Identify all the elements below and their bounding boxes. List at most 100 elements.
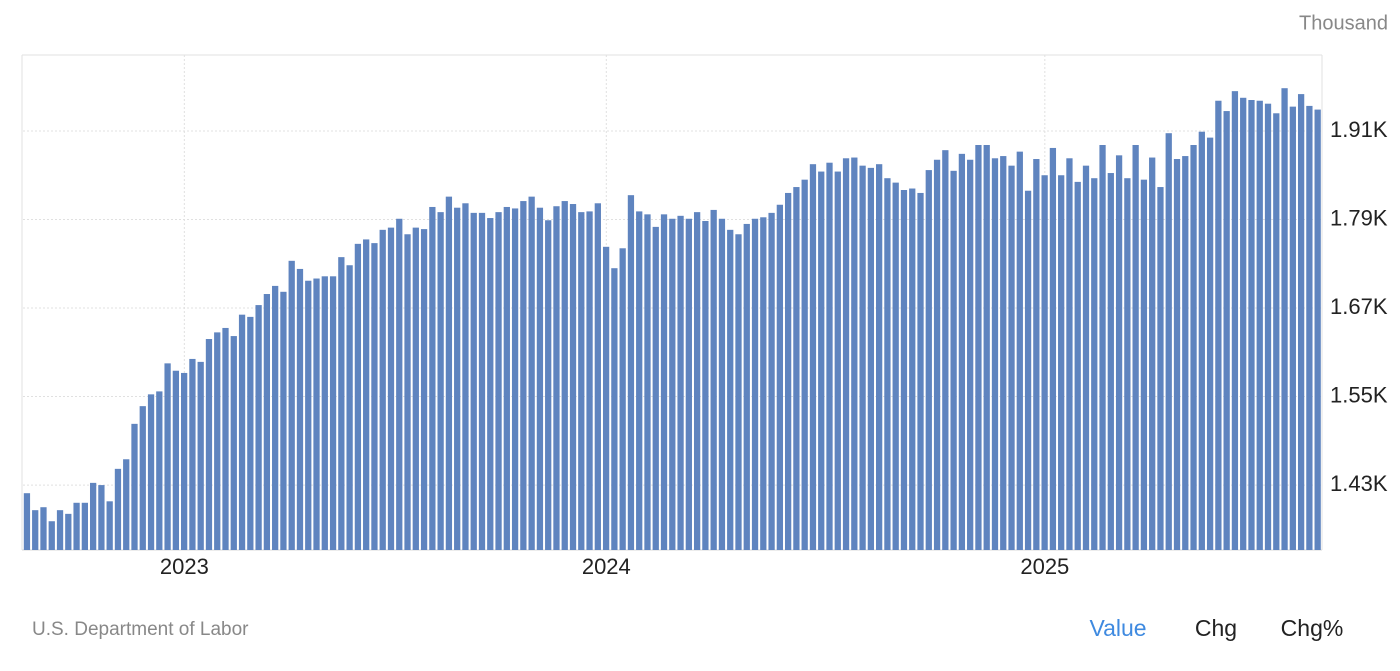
bar: [214, 332, 221, 550]
bar: [983, 145, 990, 550]
bar: [454, 207, 461, 550]
bar: [842, 158, 850, 550]
bar: [429, 206, 436, 550]
bar: [826, 162, 833, 550]
bar: [139, 406, 146, 550]
bar: [1066, 158, 1073, 550]
y-tick-label: 1.79K: [1330, 205, 1388, 230]
bar: [131, 423, 138, 550]
bar: [98, 485, 105, 550]
bar: [1264, 103, 1272, 550]
bar: [660, 214, 668, 550]
bar: [1273, 113, 1280, 550]
bar: [685, 218, 692, 550]
y-tick-label: 1.91K: [1330, 117, 1388, 142]
bar: [917, 192, 924, 551]
bar: [958, 153, 966, 550]
bar: [1314, 109, 1321, 551]
bar: [123, 459, 130, 550]
bar: [354, 243, 362, 550]
bar: [1248, 100, 1255, 550]
bar: [272, 285, 279, 550]
bar: [1115, 155, 1123, 550]
bar: [933, 159, 941, 551]
bar: [1198, 131, 1205, 550]
bar: [1024, 190, 1032, 550]
bar: [892, 182, 899, 550]
bar: [280, 291, 287, 550]
x-tick-label: 2025: [1020, 554, 1069, 579]
tab-value[interactable]: Value: [1089, 615, 1146, 641]
bar: [784, 192, 792, 551]
bar: [1306, 105, 1313, 550]
bar: [65, 513, 72, 550]
bar: [611, 268, 618, 550]
tab-chg[interactable]: Chg: [1195, 615, 1237, 641]
bar: [1182, 156, 1189, 551]
bar: [1124, 178, 1131, 550]
bar: [718, 218, 726, 550]
bar: [147, 394, 155, 550]
bar: [189, 358, 196, 550]
bar: [387, 227, 395, 550]
bar: [412, 227, 419, 550]
bar: [768, 212, 775, 551]
bar: [545, 220, 552, 550]
bar: [1041, 175, 1048, 550]
bar: [735, 234, 742, 550]
bar: [669, 218, 676, 550]
bar: [503, 206, 510, 550]
bar: [32, 510, 39, 550]
bar: [230, 336, 237, 550]
bar: [329, 276, 337, 550]
y-tick-label: 1.55K: [1330, 382, 1388, 407]
bar: [56, 510, 64, 550]
bar: [702, 220, 709, 550]
bar: [1256, 100, 1263, 550]
x-tick-label: 2024: [582, 554, 631, 579]
x-tick-label: 2023: [160, 554, 209, 579]
bar: [263, 294, 271, 550]
bar: [495, 212, 502, 550]
bar: [338, 257, 345, 550]
bar: [818, 171, 825, 550]
bar: [1215, 100, 1222, 550]
bar: [321, 276, 328, 550]
bar: [1049, 147, 1057, 551]
bar: [569, 204, 577, 550]
bar: [776, 204, 783, 551]
bar: [1140, 179, 1148, 551]
bar: [793, 187, 800, 550]
bar: [305, 280, 312, 550]
bar: [834, 171, 841, 550]
source: U.S. Department of Labor: [32, 619, 249, 640]
bar: [1240, 97, 1247, 550]
bar: [1165, 133, 1172, 550]
bar: [693, 212, 701, 550]
bar: [975, 145, 982, 550]
bar: [420, 229, 428, 550]
bar: [1157, 187, 1164, 550]
bar: [114, 468, 122, 550]
bar: [1281, 88, 1288, 551]
bar: [801, 179, 808, 551]
bar: [296, 268, 304, 550]
bar: [1190, 145, 1197, 550]
bar: [1223, 111, 1230, 550]
bar: [1033, 159, 1040, 550]
bar: [1074, 181, 1081, 550]
bar: [1132, 145, 1139, 550]
bar: [851, 157, 858, 550]
bar: [710, 209, 717, 550]
bar: [379, 229, 386, 550]
bar: [89, 482, 97, 550]
bar: [106, 501, 113, 550]
tab-chg-pct[interactable]: Chg%: [1281, 615, 1344, 641]
bar: [652, 226, 659, 550]
bar: [1206, 137, 1214, 550]
bar: [1058, 175, 1065, 550]
bar: [578, 212, 585, 550]
bar: [478, 212, 486, 551]
bar: [48, 521, 55, 550]
bar: [991, 158, 999, 550]
